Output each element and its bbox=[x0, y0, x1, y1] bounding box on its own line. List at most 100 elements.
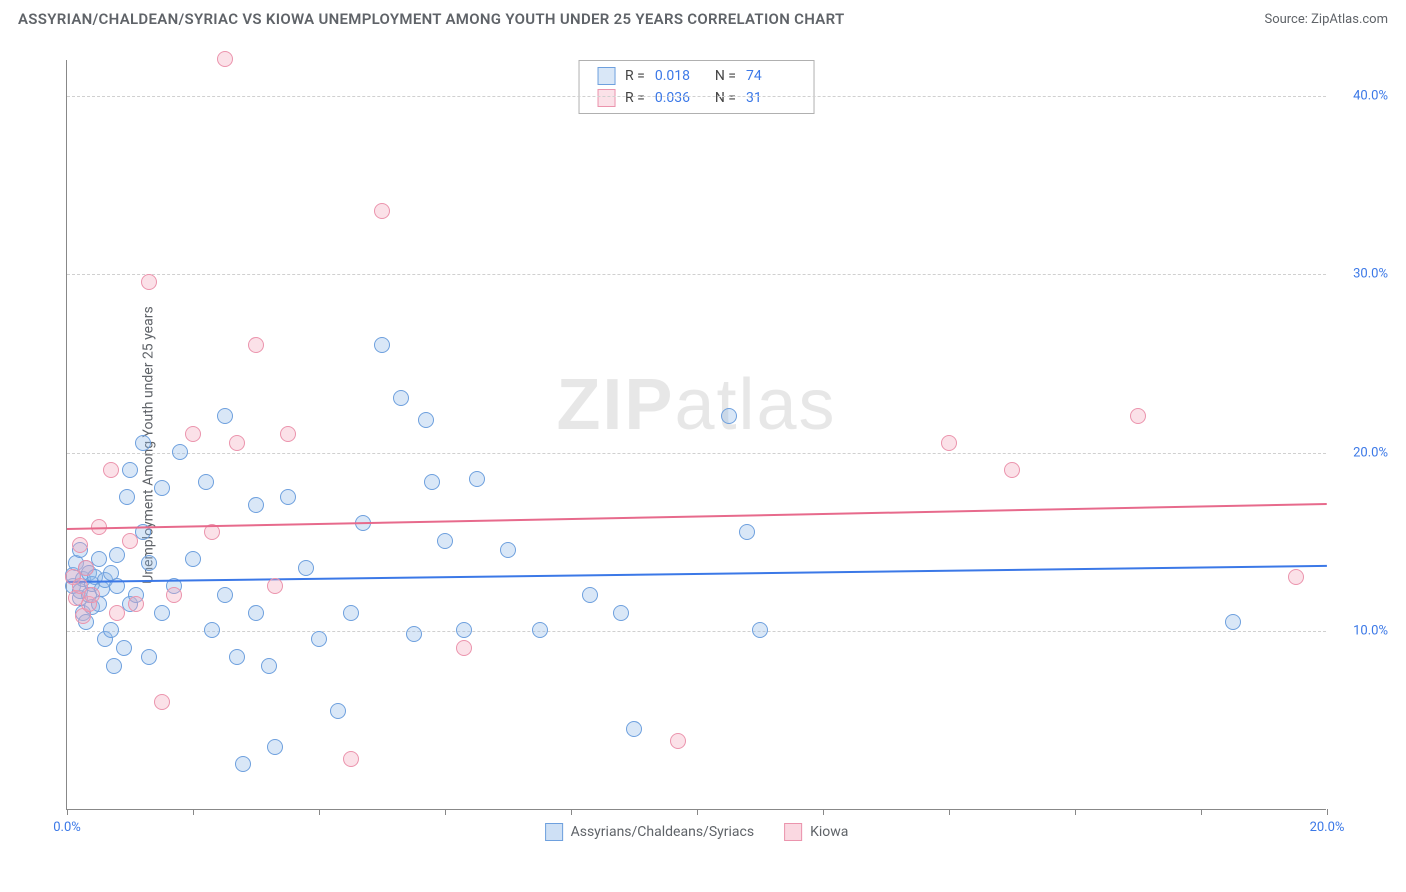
scatter-point bbox=[119, 489, 135, 505]
scatter-point bbox=[217, 51, 233, 67]
scatter-point bbox=[122, 462, 138, 478]
scatter-point bbox=[456, 640, 472, 656]
scatter-point bbox=[248, 337, 264, 353]
gridline-h bbox=[67, 453, 1326, 454]
scatter-point bbox=[613, 605, 629, 621]
x-tick-mark bbox=[67, 809, 68, 815]
x-tick-mark bbox=[1201, 809, 1202, 815]
scatter-point bbox=[185, 551, 201, 567]
plot-area: ZIPatlas R =0.018N =74R =0.036N =31 Assy… bbox=[66, 60, 1326, 810]
scatter-point bbox=[106, 658, 122, 674]
stat-r-value: 0.018 bbox=[655, 65, 705, 87]
scatter-point bbox=[217, 408, 233, 424]
legend-swatch bbox=[545, 823, 563, 841]
scatter-point bbox=[532, 622, 548, 638]
x-tick-mark bbox=[571, 809, 572, 815]
scatter-point bbox=[135, 435, 151, 451]
y-tick-label: 30.0% bbox=[1353, 267, 1388, 282]
scatter-point bbox=[84, 587, 100, 603]
scatter-point bbox=[261, 658, 277, 674]
scatter-point bbox=[1288, 569, 1304, 585]
scatter-point bbox=[311, 631, 327, 647]
x-tick-mark bbox=[823, 809, 824, 815]
y-tick-label: 10.0% bbox=[1353, 624, 1388, 639]
gridline-h bbox=[67, 274, 1326, 275]
stat-r-label: R = bbox=[625, 87, 645, 109]
scatter-point bbox=[374, 337, 390, 353]
scatter-point bbox=[116, 640, 132, 656]
scatter-point bbox=[154, 605, 170, 621]
chart-container: Unemployment Among Youth under 25 years … bbox=[18, 40, 1388, 850]
scatter-point bbox=[229, 435, 245, 451]
scatter-point bbox=[103, 622, 119, 638]
scatter-point bbox=[166, 587, 182, 603]
chart-header: ASSYRIAN/CHALDEAN/SYRIAC VS KIOWA UNEMPL… bbox=[0, 0, 1406, 34]
legend-label: Assyrians/Chaldeans/Syriacs bbox=[571, 824, 754, 840]
scatter-point bbox=[109, 605, 125, 621]
scatter-point bbox=[469, 471, 485, 487]
scatter-point bbox=[330, 703, 346, 719]
correlation-stats-box: R = 0.018 N = 74 R = 0.036 N = 31 bbox=[578, 60, 815, 114]
stat-n-value: 31 bbox=[746, 87, 796, 109]
chart-title: ASSYRIAN/CHALDEAN/SYRIAC VS KIOWA UNEMPL… bbox=[18, 10, 845, 28]
x-tick-label: 20.0% bbox=[1310, 820, 1345, 835]
scatter-point bbox=[267, 578, 283, 594]
scatter-point bbox=[1004, 462, 1020, 478]
scatter-point bbox=[721, 408, 737, 424]
scatter-point bbox=[185, 426, 201, 442]
scatter-point bbox=[500, 542, 516, 558]
scatter-point bbox=[626, 721, 642, 737]
scatter-point bbox=[235, 756, 251, 772]
gridline-h bbox=[67, 631, 1326, 632]
scatter-point bbox=[154, 694, 170, 710]
scatter-point bbox=[393, 390, 409, 406]
scatter-point bbox=[128, 596, 144, 612]
scatter-point bbox=[424, 474, 440, 490]
scatter-point bbox=[109, 547, 125, 563]
scatter-point bbox=[280, 426, 296, 442]
legend-label: Kiowa bbox=[810, 824, 848, 840]
scatter-point bbox=[752, 622, 768, 638]
stats-row: R = 0.036 N = 31 bbox=[597, 87, 796, 109]
trend-line bbox=[67, 565, 1327, 583]
x-tick-mark bbox=[1075, 809, 1076, 815]
stat-r-label: R = bbox=[625, 65, 645, 87]
stat-r-value: 0.036 bbox=[655, 87, 705, 109]
scatter-point bbox=[198, 474, 214, 490]
y-tick-label: 40.0% bbox=[1353, 88, 1388, 103]
scatter-point bbox=[343, 751, 359, 767]
scatter-point bbox=[670, 733, 686, 749]
x-tick-mark bbox=[1327, 809, 1328, 815]
scatter-point bbox=[267, 739, 283, 755]
scatter-point bbox=[204, 622, 220, 638]
x-tick-mark bbox=[193, 809, 194, 815]
scatter-point bbox=[141, 274, 157, 290]
scatter-point bbox=[72, 537, 88, 553]
scatter-point bbox=[217, 587, 233, 603]
stat-n-value: 74 bbox=[746, 65, 796, 87]
scatter-point bbox=[172, 444, 188, 460]
legend-swatch bbox=[784, 823, 802, 841]
legend-item: Kiowa bbox=[784, 823, 848, 841]
scatter-point bbox=[437, 533, 453, 549]
x-tick-mark bbox=[445, 809, 446, 815]
scatter-point bbox=[456, 622, 472, 638]
scatter-point bbox=[582, 587, 598, 603]
scatter-point bbox=[343, 605, 359, 621]
scatter-point bbox=[1130, 408, 1146, 424]
x-tick-mark bbox=[319, 809, 320, 815]
stats-row: R = 0.018 N = 74 bbox=[597, 65, 796, 87]
scatter-point bbox=[298, 560, 314, 576]
stat-n-label: N = bbox=[715, 65, 736, 87]
x-tick-mark bbox=[949, 809, 950, 815]
scatter-point bbox=[141, 649, 157, 665]
scatter-point bbox=[280, 489, 296, 505]
stat-n-label: N = bbox=[715, 87, 736, 109]
gridline-h bbox=[67, 96, 1326, 97]
scatter-point bbox=[406, 626, 422, 642]
scatter-point bbox=[248, 605, 264, 621]
legend-item: Assyrians/Chaldeans/Syriacs bbox=[545, 823, 754, 841]
scatter-point bbox=[154, 480, 170, 496]
scatter-point bbox=[103, 462, 119, 478]
scatter-point bbox=[229, 649, 245, 665]
